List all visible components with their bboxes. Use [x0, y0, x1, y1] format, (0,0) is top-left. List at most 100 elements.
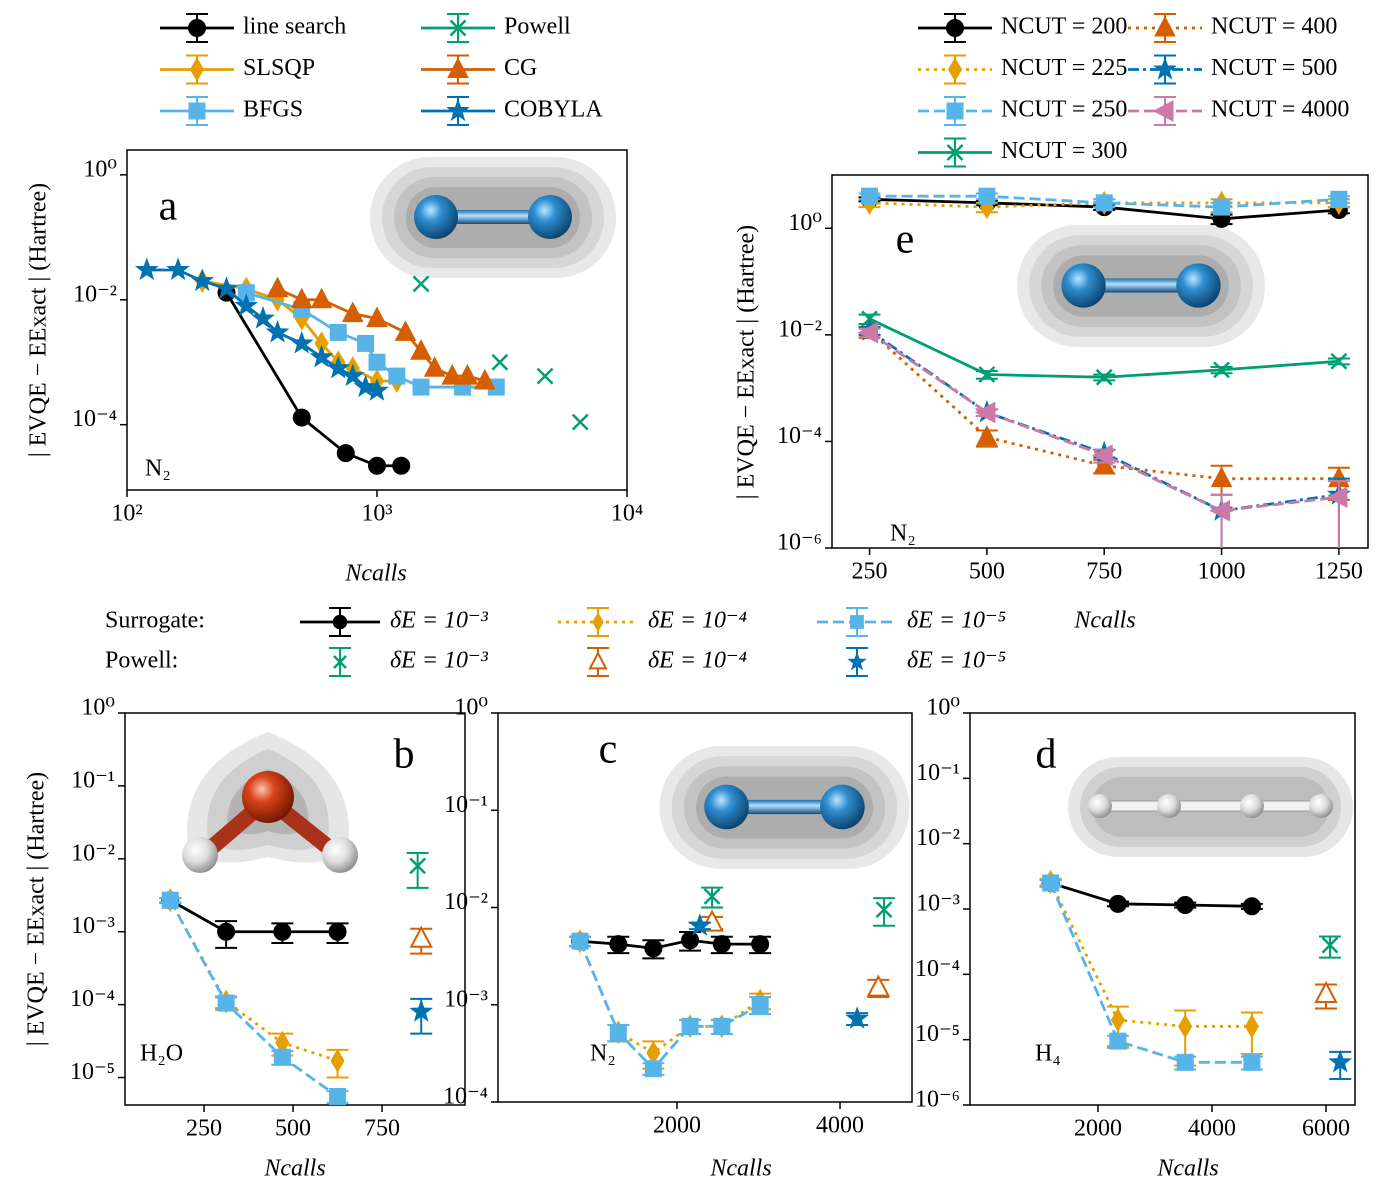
- marker: [1328, 1049, 1353, 1073]
- marker: [713, 1017, 731, 1035]
- series-line: [868, 329, 1340, 513]
- marker: [214, 276, 239, 299]
- marker: [588, 651, 608, 670]
- y-tick-label: 10⁻¹: [71, 767, 115, 793]
- x-tick-label: 250: [852, 559, 888, 585]
- marker: [751, 935, 770, 954]
- marker: [368, 353, 386, 371]
- y-tick-label: 10⁻³: [71, 913, 115, 939]
- panel-label: c: [599, 727, 618, 773]
- legend-label: NCUT = 500: [1211, 55, 1337, 81]
- panel: 2000 4000 6000 10⁻⁶ 10⁻⁵ 10⁻⁴ 10⁻³ 10⁻² 10⁻¹ 10⁰ d…: [915, 695, 1356, 1182]
- marker: [368, 456, 386, 475]
- marker: [1244, 1014, 1259, 1039]
- marker: [366, 306, 388, 328]
- marker: [847, 651, 867, 671]
- x-tick-label: 500: [969, 559, 1005, 585]
- legend-label: δE = 10⁻⁵: [907, 608, 1006, 634]
- marker: [333, 655, 347, 669]
- marker: [1321, 936, 1339, 954]
- x-tick-label: 750: [364, 1116, 400, 1142]
- marker: [273, 922, 292, 941]
- y-tick-label: 10⁻⁴: [72, 406, 117, 432]
- marker: [353, 374, 378, 398]
- marker: [861, 187, 879, 205]
- plot-area: [1039, 869, 1353, 1080]
- legend-label: BFGS: [243, 97, 303, 123]
- series-line: [1050, 881, 1252, 908]
- y-tick-label: 10⁻²: [916, 825, 960, 851]
- plot-frame: [497, 712, 913, 1103]
- x-tick-label: 10³: [361, 501, 392, 527]
- series-line: [168, 899, 338, 1063]
- y-tick-label: 10⁻³: [916, 891, 960, 917]
- error-bar: [873, 897, 896, 927]
- y-tick-label: 10⁻⁵: [915, 1021, 960, 1047]
- plot-area: [569, 886, 896, 1078]
- legend-title: Powell:: [105, 648, 178, 674]
- marker: [474, 368, 496, 390]
- marker: [1154, 15, 1176, 37]
- x-axis-label: Ncalls: [709, 1156, 771, 1182]
- x-tick-label: 1000: [1198, 559, 1246, 585]
- marker: [875, 901, 893, 919]
- marker: [357, 334, 375, 352]
- marker: [1153, 57, 1177, 80]
- legend-label: SLSQP: [243, 55, 315, 81]
- marker: [978, 366, 996, 383]
- marker: [681, 931, 700, 950]
- legend-label: δE = 10⁻⁴: [648, 608, 747, 634]
- y-tick-label: 10⁻⁶: [777, 530, 822, 556]
- y-axis-label: | EVQE − EExact | (Hartree): [734, 225, 760, 499]
- marker: [1242, 897, 1261, 916]
- legend-title: Surrogate:: [105, 608, 205, 634]
- marker: [1095, 194, 1113, 212]
- x-tick-label: 10⁴: [611, 501, 643, 527]
- marker: [217, 994, 235, 1012]
- marker: [332, 614, 348, 630]
- marker: [946, 102, 964, 120]
- marker: [687, 913, 712, 936]
- marker: [751, 996, 769, 1014]
- marker: [712, 935, 731, 954]
- x-axis-label: Ncalls: [344, 561, 406, 587]
- marker: [341, 301, 364, 323]
- panel-label: d: [1036, 732, 1057, 778]
- error-bar: [1318, 935, 1341, 959]
- x-tick-label: 2000: [1074, 1116, 1122, 1142]
- marker: [857, 321, 879, 344]
- legend-label: NCUT = 4000: [1211, 97, 1349, 123]
- molecule-label: N₂: [890, 521, 916, 547]
- marker: [850, 615, 864, 629]
- x-tick-label: 1250: [1315, 559, 1363, 585]
- marker: [978, 187, 996, 205]
- marker: [326, 355, 351, 379]
- marker: [134, 257, 159, 281]
- marker: [1042, 874, 1060, 892]
- y-tick-label: 10⁰: [926, 695, 960, 721]
- marker: [328, 922, 347, 941]
- marker: [292, 408, 311, 427]
- series-line: [868, 331, 1340, 513]
- panel-label: a: [159, 184, 178, 230]
- x-tick-label: 750: [1086, 559, 1122, 585]
- y-tick-label: 10⁻³: [444, 986, 488, 1012]
- panel-label: b: [394, 732, 415, 778]
- marker: [365, 378, 389, 401]
- plot-area: [159, 852, 434, 1105]
- marker: [392, 456, 411, 475]
- marker: [609, 935, 628, 954]
- marker: [423, 356, 446, 377]
- y-tick-label: 10⁻⁶: [915, 1087, 960, 1113]
- marker: [336, 444, 355, 463]
- marker: [1152, 100, 1174, 122]
- molecule-label: N₂: [145, 456, 171, 482]
- marker: [1209, 499, 1231, 522]
- marker: [571, 932, 589, 950]
- marker: [409, 999, 434, 1022]
- x-tick-label: 250: [186, 1116, 222, 1142]
- marker: [309, 344, 334, 368]
- marker: [845, 1006, 870, 1029]
- marker: [289, 330, 314, 354]
